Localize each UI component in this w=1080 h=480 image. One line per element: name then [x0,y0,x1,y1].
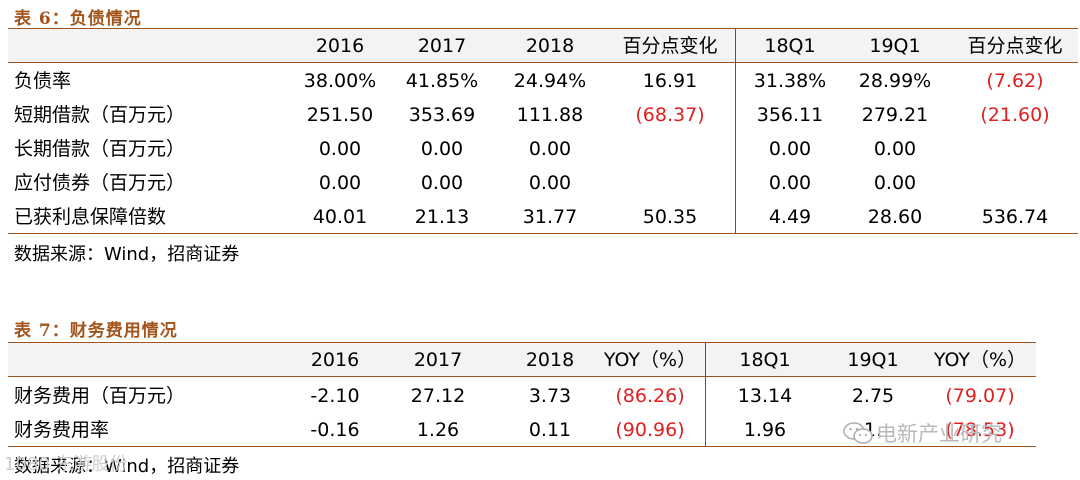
table-cell: 24.94% [513,70,587,92]
watermark-right-text: 电新产业研究 [876,422,1002,446]
table-cell: 31.77 [522,206,578,228]
row-label: 短期借款（百万元） [14,104,186,126]
table-cell: 1.26 [416,419,460,441]
table-cell: 0.00 [420,138,464,160]
table-cell-negative: (78.53) [945,419,1015,441]
table-cell: 0.00 [318,172,362,194]
table-cell: 536.74 [981,206,1049,228]
row-label: 已获利息保障倍数 [14,206,167,228]
table-cell: 3.73 [528,385,572,407]
table7-header-rule [8,376,1036,377]
table-cell: 353.69 [408,104,476,126]
table-cell: 31.38% [753,70,827,92]
table6-title: 表 6：负债情况 [14,9,142,29]
table6-divider [735,29,736,233]
row-label: 应付债券（百万元） [14,172,186,194]
col-header: 2017 [413,349,463,371]
col-header: 19Q1 [869,35,921,57]
table6-header-bg [8,29,1078,62]
table-cell: 50.35 [642,206,698,228]
table-cell: 13.14 [737,385,793,407]
table-cell: 0.00 [873,172,917,194]
col-header: 2017 [417,35,467,57]
col-header: 18Q1 [764,35,816,57]
table-cell: -2.10 [310,385,360,407]
col-header: 2016 [315,35,365,57]
table6-header-rule [8,62,1078,63]
table-cell: 0.00 [318,138,362,160]
table-cell: 356.11 [756,104,824,126]
table-cell: 41.85% [405,70,479,92]
col-header: 2018 [525,35,575,57]
table7-top-rule [8,342,1036,343]
table-cell: 1.96 [743,419,787,441]
table-cell-negative: (68.37) [635,104,705,126]
table7-bottom-rule [8,446,1036,447]
table-cell: 4.49 [768,206,812,228]
row-label: 财务费用（百万元） [14,385,186,407]
col-header: 百分点变化 [622,35,718,57]
table-cell: 0.00 [768,138,812,160]
table7-title: 表 7：财务费用情况 [14,321,178,341]
col-header: 19Q1 [847,349,899,371]
table-cell-negative: (90.96) [615,419,685,441]
watermark-right: 电新产业研究 [842,418,1002,448]
table-cell: 111.88 [516,104,584,126]
table-cell-negative: (79.07) [945,385,1015,407]
table-cell: 0.00 [873,138,917,160]
table-cell: 40.01 [312,206,368,228]
row-label: 负债率 [14,70,72,92]
table7-header-bg [8,343,1036,376]
table-cell: 21.13 [414,206,470,228]
table7-divider [705,343,706,446]
row-label: 财务费用率 [14,419,110,441]
col-header: 2016 [310,349,360,371]
table-cell: 0.00 [420,172,464,194]
table-cell: 27.12 [410,385,466,407]
table-cell: 0.11 [528,419,572,441]
table-cell: 279.21 [861,104,929,126]
table-cell-negative: (86.26) [615,385,685,407]
table6-source-note: 数据来源：Wind，招商证券 [14,244,240,265]
table-cell: 38.00% [303,70,377,92]
table-cell: 251.50 [306,104,374,126]
table-cell: -0.16 [310,419,360,441]
row-label: 长期借款（百万元） [14,138,186,160]
table-cell-negative: (7.62) [986,70,1044,92]
col-header: YOY（%） [933,349,1027,371]
col-header: 2018 [525,349,575,371]
table-cell: 0.00 [528,172,572,194]
table-cell: 0.00 [768,172,812,194]
table-cell: 16.91 [642,70,698,92]
col-header: YOY（%） [603,349,697,371]
table-cell: 2.75 [851,385,895,407]
col-header: 百分点变化 [967,35,1063,57]
table-cell-negative: (21.60) [980,104,1050,126]
table7-source-note: 数据来源：Wind，招商证券 [14,456,240,477]
table-cell: 0.00 [528,138,572,160]
table6-bottom-rule [8,233,1078,234]
table-cell: 28.99% [858,70,932,92]
watermark-left: 1080 东游股份 [4,454,128,475]
wechat-icon [843,422,873,444]
col-header: 18Q1 [739,349,791,371]
table-cell: 28.60 [867,206,923,228]
table6-top-rule [8,28,1078,29]
